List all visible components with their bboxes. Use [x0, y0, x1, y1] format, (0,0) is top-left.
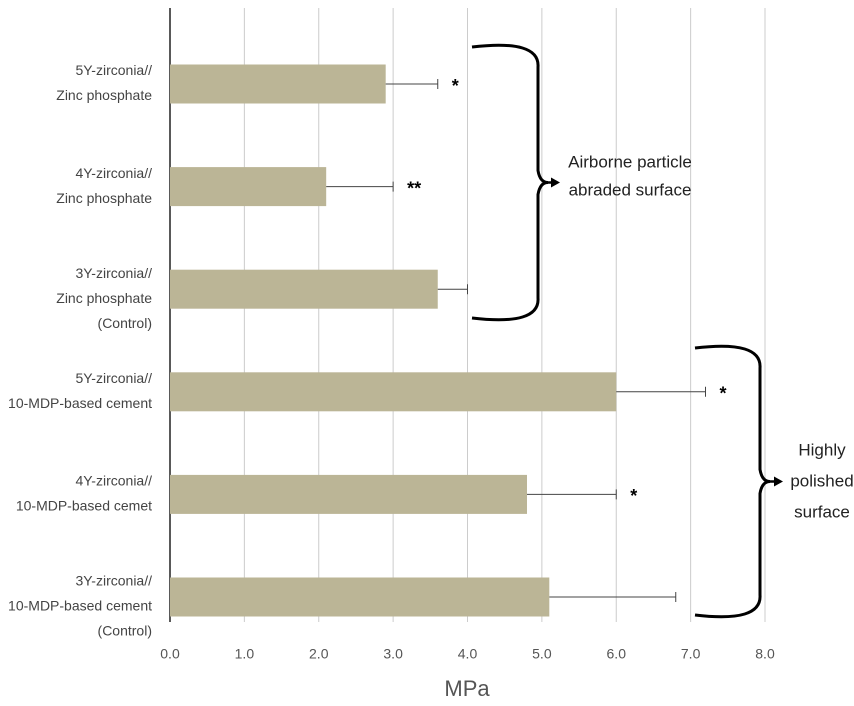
brace-arrowhead [774, 476, 783, 487]
significance: ** [407, 178, 421, 198]
group-label: polished [790, 471, 853, 490]
y-tick-label: 5Y-zirconia// [75, 370, 152, 386]
significance: * [720, 384, 727, 404]
y-tick-label: (Control) [98, 315, 152, 331]
x-tick-label: 2.0 [309, 646, 329, 662]
bar [170, 577, 550, 617]
significance: * [452, 76, 459, 96]
group-label: surface [794, 502, 850, 521]
x-tick-label: 8.0 [755, 646, 775, 662]
brace-arrowhead [551, 177, 560, 188]
x-tick-label: 5.0 [532, 646, 552, 662]
y-tick-label: 4Y-zirconia// [75, 165, 152, 181]
group-label: abraded surface [569, 180, 692, 199]
group-label: Highly [798, 440, 846, 459]
y-tick-label: Zinc phosphate [56, 87, 152, 103]
y-tick-label: 4Y-zirconia// [75, 473, 152, 489]
y-tick-label: 3Y-zirconia// [75, 265, 152, 281]
bar [170, 474, 527, 514]
bar [170, 167, 327, 207]
y-tick-label: 3Y-zirconia// [75, 573, 152, 589]
y-tick-label: (Control) [98, 623, 152, 639]
y-tick-label: Zinc phosphate [56, 190, 152, 206]
y-tick-label: 10-MDP-based cement [8, 395, 152, 411]
group-label: Airborne particle [568, 152, 692, 171]
y-tick-label: 5Y-zirconia// [75, 62, 152, 78]
brace [471, 43, 549, 322]
brace [694, 344, 771, 619]
x-tick-label: 4.0 [458, 646, 478, 662]
x-tick-label: 6.0 [607, 646, 627, 662]
x-tick-label: 0.0 [160, 646, 180, 662]
bar [170, 64, 386, 104]
significance: * [630, 486, 637, 506]
x-axis-title: MPa [444, 676, 490, 701]
x-tick-label: 3.0 [383, 646, 403, 662]
bar [170, 372, 617, 412]
x-tick-label: 1.0 [235, 646, 255, 662]
y-tick-label: 10-MDP-based cement [8, 598, 152, 614]
bar [170, 269, 438, 309]
x-tick-label: 7.0 [681, 646, 701, 662]
y-tick-label: 10-MDP-based cemet [16, 498, 152, 514]
y-tick-label: Zinc phosphate [56, 290, 152, 306]
